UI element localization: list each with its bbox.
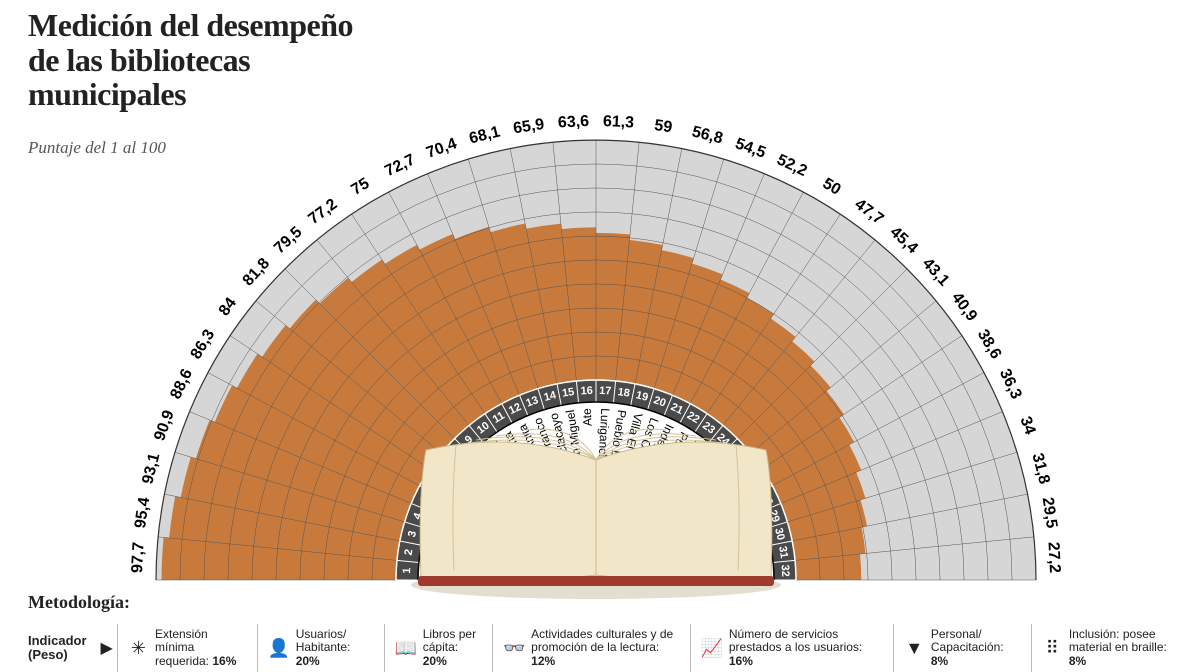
svg-text:54,5: 54,5 bbox=[733, 135, 768, 162]
svg-text:29,5: 29,5 bbox=[1039, 496, 1060, 529]
svg-text:72,7: 72,7 bbox=[382, 151, 418, 180]
svg-text:32: 32 bbox=[779, 564, 792, 577]
meth-icon: ⠿ bbox=[1042, 637, 1063, 659]
meth-item: 📈 Número de serviciosprestados a los usua… bbox=[690, 624, 893, 672]
meth-label: Extensión mínimarequerida: 16% bbox=[155, 628, 247, 668]
svg-text:95,4: 95,4 bbox=[132, 496, 153, 529]
svg-text:43,1: 43,1 bbox=[919, 255, 953, 290]
svg-text:81,8: 81,8 bbox=[240, 255, 274, 290]
svg-text:18: 18 bbox=[617, 386, 631, 400]
svg-text:90,9: 90,9 bbox=[151, 408, 178, 443]
svg-text:16: 16 bbox=[580, 385, 593, 398]
svg-text:15: 15 bbox=[561, 386, 575, 400]
svg-text:34: 34 bbox=[1016, 414, 1038, 437]
radial-chart: 1234567891011121314151617181920212223242… bbox=[0, 0, 1193, 600]
svg-text:52,2: 52,2 bbox=[774, 151, 810, 180]
svg-text:Ate: Ate bbox=[580, 408, 595, 427]
svg-text:S. J. de Lurigancho: S. J. de Lurigancho bbox=[664, 565, 768, 584]
meth-icon: 📈 bbox=[701, 637, 723, 659]
svg-text:65,9: 65,9 bbox=[512, 116, 545, 137]
svg-text:31,8: 31,8 bbox=[1029, 451, 1053, 485]
methodology-row: Indicador(Peso) ▶ ✳ Extensión mínimareque… bbox=[0, 624, 1193, 672]
indicator-label: Indicador(Peso) bbox=[0, 634, 97, 663]
svg-text:70,4: 70,4 bbox=[424, 135, 459, 162]
svg-text:47,7: 47,7 bbox=[851, 196, 886, 228]
meth-label: Inclusión: poseematerial en braille: 8% bbox=[1069, 628, 1183, 668]
meth-item: ▼ Personal/Capacitación: 8% bbox=[893, 624, 1031, 672]
arrow-icon: ▶ bbox=[97, 638, 117, 658]
meth-icon: 📖 bbox=[395, 637, 417, 659]
meth-label: Usuarios/Habitante: 20% bbox=[296, 628, 374, 668]
svg-text:40,9: 40,9 bbox=[948, 289, 980, 324]
meth-icon: ✳ bbox=[128, 637, 149, 659]
svg-text:27,2: 27,2 bbox=[1044, 542, 1063, 574]
svg-text:79,5: 79,5 bbox=[271, 224, 306, 258]
svg-text:17: 17 bbox=[599, 385, 612, 398]
meth-item: 👓 Actividades culturales y depromoción de… bbox=[492, 624, 690, 672]
svg-text:75: 75 bbox=[348, 175, 372, 199]
svg-text:84: 84 bbox=[216, 295, 240, 320]
svg-text:93,1: 93,1 bbox=[139, 451, 163, 485]
svg-text:63,6: 63,6 bbox=[558, 113, 590, 132]
svg-text:77,2: 77,2 bbox=[305, 196, 340, 228]
meth-icon: 👓 bbox=[503, 637, 525, 659]
meth-icon: ▼ bbox=[904, 637, 925, 659]
svg-text:45,4: 45,4 bbox=[887, 224, 922, 258]
svg-text:36,3: 36,3 bbox=[996, 366, 1025, 402]
meth-item: 👤 Usuarios/Habitante: 20% bbox=[257, 624, 384, 672]
meth-icon: 👤 bbox=[268, 637, 290, 659]
svg-text:1: 1 bbox=[401, 567, 413, 574]
meth-item: ⠿ Inclusión: poseematerial en braille: 8% bbox=[1031, 624, 1193, 672]
svg-text:50: 50 bbox=[820, 175, 844, 199]
svg-text:68,1: 68,1 bbox=[467, 123, 501, 147]
svg-text:38,6: 38,6 bbox=[974, 327, 1005, 363]
meth-label: Número de serviciosprestados a los usuar… bbox=[729, 628, 883, 668]
meth-item: ✳ Extensión mínimarequerida: 16% bbox=[117, 624, 257, 672]
svg-text:31: 31 bbox=[776, 545, 790, 559]
svg-text:86,3: 86,3 bbox=[188, 327, 219, 363]
meth-label: Personal/Capacitación: 8% bbox=[931, 628, 1021, 668]
svg-text:88,6: 88,6 bbox=[167, 366, 196, 402]
meth-item: 📖 Libros percápita: 20% bbox=[384, 624, 492, 672]
svg-text:59: 59 bbox=[653, 117, 673, 136]
svg-text:97,7: 97,7 bbox=[129, 541, 148, 573]
methodology-title: Metodología: bbox=[28, 592, 130, 613]
svg-text:61,3: 61,3 bbox=[603, 113, 635, 132]
meth-label: Libros percápita: 20% bbox=[423, 628, 482, 668]
svg-text:56,8: 56,8 bbox=[690, 123, 724, 147]
meth-label: Actividades culturales y depromoción de … bbox=[531, 628, 680, 668]
